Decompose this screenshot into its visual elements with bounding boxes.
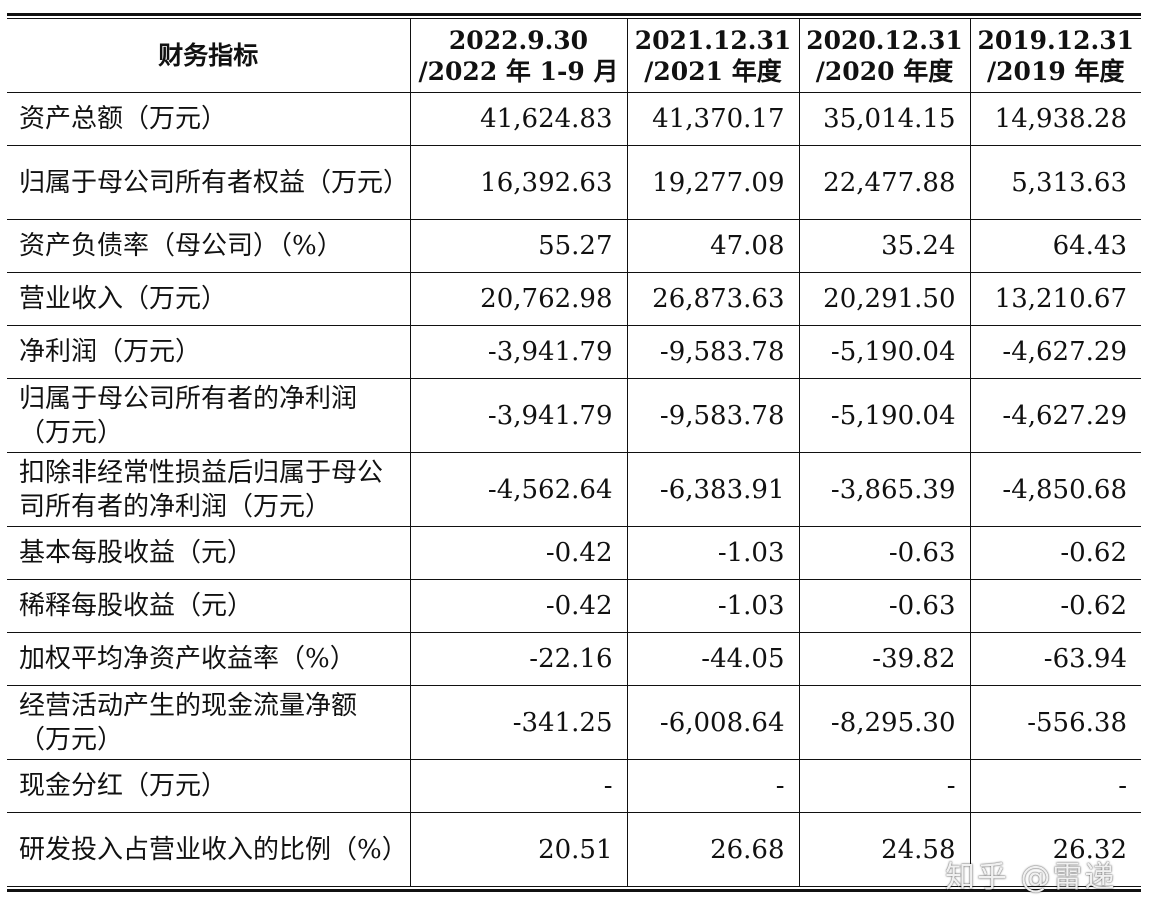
cell-value: -6,008.64 — [626, 685, 800, 760]
row-label: 归属于母公司所有者的净利润（万元） — [7, 378, 411, 453]
cell-value: - — [798, 759, 971, 813]
cell-value: 26.68 — [626, 812, 800, 886]
cell-value: -1.03 — [626, 579, 800, 633]
row-label: 经营活动产生的现金流量净额（万元） — [7, 685, 411, 760]
cell-value: -5,190.04 — [798, 325, 971, 379]
cell-value: -556.38 — [969, 685, 1141, 760]
watermark-text: 知乎 @雷递 — [945, 860, 1117, 895]
cell-value: 35,014.15 — [798, 92, 971, 146]
cell-value: -22.16 — [409, 632, 628, 686]
row-label: 加权平均净资产收益率（%） — [7, 632, 411, 686]
table-row: 资产总额（万元） 41,624.83 41,370.17 35,014.15 1… — [7, 92, 1141, 146]
cell-value: 20,762.98 — [409, 272, 628, 326]
table-row: 归属于母公司所有者权益（万元） 16,392.63 19,277.09 22,4… — [7, 145, 1141, 220]
cell-value: 26,873.63 — [626, 272, 800, 326]
cell-value: -44.05 — [626, 632, 800, 686]
cell-value: -4,627.29 — [969, 378, 1141, 453]
cell-value: -9,583.78 — [626, 325, 800, 379]
header-2019: 2019.12.31 /2019 年度 — [969, 19, 1141, 93]
cell-value: -5,190.04 — [798, 378, 971, 453]
top-rule — [7, 13, 1141, 16]
cell-value: 20.51 — [409, 812, 628, 886]
bottom-rule-thin — [7, 886, 1141, 887]
cell-value: 20,291.50 — [798, 272, 971, 326]
row-label: 研发投入占营业收入的比例（%） — [7, 812, 411, 886]
cell-value: 26.32 — [969, 812, 1141, 886]
row-label: 扣除非经常性损益后归属于母公司所有者的净利润（万元） — [7, 452, 411, 527]
row-label: 资产负债率（母公司）（%） — [7, 219, 411, 273]
cell-value: 14,938.28 — [969, 92, 1141, 146]
cell-value: -341.25 — [409, 685, 628, 760]
cell-value: -0.63 — [798, 579, 971, 633]
cell-value: -3,941.79 — [409, 325, 628, 379]
financial-table-container: 财务指标 2022.9.30 /2022 年 1-9 月 2021.12.31 … — [7, 13, 1141, 892]
table-row: 归属于母公司所有者的净利润（万元） -3,941.79 -9,583.78 -5… — [7, 378, 1141, 453]
bottom-rule — [7, 889, 1141, 892]
cell-value: 64.43 — [969, 219, 1141, 273]
cell-value: 16,392.63 — [409, 145, 628, 220]
cell-value: -0.63 — [798, 526, 971, 580]
financial-indicators-table: 财务指标 2022.9.30 /2022 年 1-9 月 2021.12.31 … — [7, 19, 1141, 886]
row-label: 资产总额（万元） — [7, 92, 411, 146]
cell-value: 47.08 — [626, 219, 800, 273]
cell-value: - — [409, 759, 628, 813]
row-label: 基本每股收益（元） — [7, 526, 411, 580]
row-label: 净利润（万元） — [7, 325, 411, 379]
cell-value: -4,627.29 — [969, 325, 1141, 379]
row-label: 稀释每股收益（元） — [7, 579, 411, 633]
cell-value: 41,370.17 — [626, 92, 800, 146]
header-2021: 2021.12.31 /2021 年度 — [626, 19, 800, 93]
cell-value: -9,583.78 — [626, 378, 800, 453]
cell-value: - — [626, 759, 800, 813]
table-row: 研发投入占营业收入的比例（%） 20.51 26.68 24.58 26.32 — [7, 812, 1141, 886]
cell-value: -4,850.68 — [969, 452, 1141, 527]
table-row: 扣除非经常性损益后归属于母公司所有者的净利润（万元） -4,562.64 -6,… — [7, 452, 1141, 527]
cell-value: 22,477.88 — [798, 145, 971, 220]
cell-value: -0.42 — [409, 526, 628, 580]
row-label: 现金分红（万元） — [7, 759, 411, 813]
cell-value: -6,383.91 — [626, 452, 800, 527]
cell-value: -3,941.79 — [409, 378, 628, 453]
table-row: 稀释每股收益（元） -0.42 -1.03 -0.63 -0.62 — [7, 579, 1141, 633]
header-indicator: 财务指标 — [7, 19, 411, 93]
top-rule-thin — [7, 18, 1141, 19]
cell-value: -3,865.39 — [798, 452, 971, 527]
cell-value: -1.03 — [626, 526, 800, 580]
cell-value: -0.62 — [969, 579, 1141, 633]
cell-value: -39.82 — [798, 632, 971, 686]
cell-value: -0.62 — [969, 526, 1141, 580]
cell-value: -4,562.64 — [409, 452, 628, 527]
table-row: 现金分红（万元） - - - - — [7, 759, 1141, 813]
cell-value: -0.42 — [409, 579, 628, 633]
row-label: 归属于母公司所有者权益（万元） — [7, 145, 411, 220]
header-row: 财务指标 2022.9.30 /2022 年 1-9 月 2021.12.31 … — [7, 19, 1141, 93]
cell-value: 19,277.09 — [626, 145, 800, 220]
header-2020: 2020.12.31 /2020 年度 — [798, 19, 971, 93]
table-row: 净利润（万元） -3,941.79 -9,583.78 -5,190.04 -4… — [7, 325, 1141, 379]
cell-value: -63.94 — [969, 632, 1141, 686]
header-2022: 2022.9.30 /2022 年 1-9 月 — [409, 19, 628, 93]
cell-value: 41,624.83 — [409, 92, 628, 146]
table-row: 营业收入（万元） 20,762.98 26,873.63 20,291.50 1… — [7, 272, 1141, 326]
table-row: 基本每股收益（元） -0.42 -1.03 -0.63 -0.62 — [7, 526, 1141, 580]
cell-value: 35.24 — [798, 219, 971, 273]
row-label: 营业收入（万元） — [7, 272, 411, 326]
cell-value: 13,210.67 — [969, 272, 1141, 326]
cell-value: - — [969, 759, 1141, 813]
cell-value: 55.27 — [409, 219, 628, 273]
table-row: 经营活动产生的现金流量净额（万元） -341.25 -6,008.64 -8,2… — [7, 685, 1141, 760]
cell-value: -8,295.30 — [798, 685, 971, 760]
cell-value: 5,313.63 — [969, 145, 1141, 220]
table-row: 资产负债率（母公司）（%） 55.27 47.08 35.24 64.43 — [7, 219, 1141, 273]
cell-value: 24.58 — [798, 812, 971, 886]
table-row: 加权平均净资产收益率（%） -22.16 -44.05 -39.82 -63.9… — [7, 632, 1141, 686]
